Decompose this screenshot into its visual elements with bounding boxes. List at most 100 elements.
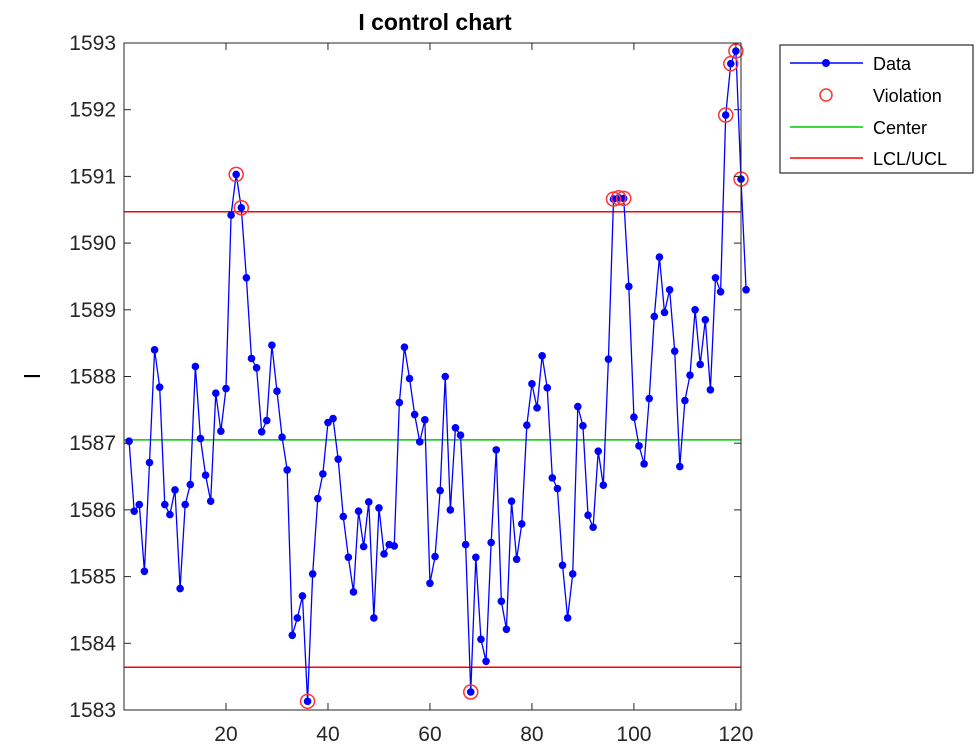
data-point: [533, 404, 541, 412]
data-point: [206, 497, 215, 506]
y-tick-label: 1585: [69, 566, 116, 589]
data-point: [497, 597, 506, 606]
data-point: [359, 542, 368, 551]
plot-area: 1583 1584 1585 1586 1587 1588 1589 1590 1591 1592…: [69, 32, 753, 746]
data-point: [150, 346, 159, 354]
data-point: [584, 511, 592, 520]
data-point: [691, 306, 699, 314]
data-point: [283, 466, 291, 474]
legend: Data Violation Center LCL/UCL: [779, 44, 974, 174]
violation-marker: [615, 190, 632, 207]
data-point: [568, 570, 577, 578]
data-point: [349, 588, 358, 596]
data-point: [370, 614, 378, 622]
data-point: [375, 504, 383, 512]
y-tick-label: 1590: [69, 232, 116, 255]
data-point: [579, 422, 587, 430]
data-point: [380, 550, 388, 558]
data-point: [665, 285, 674, 294]
y-tick-label: 1587: [69, 432, 116, 455]
x-tick-label: 80: [520, 723, 543, 746]
legend-violation-marker: [819, 88, 833, 102]
data-point: [339, 512, 348, 521]
data-point: [242, 273, 251, 282]
data-point: [252, 364, 261, 372]
data-point: [686, 371, 694, 379]
data-point: [421, 416, 429, 424]
data-point: [196, 434, 205, 443]
data-point: [288, 631, 297, 640]
data-point: [543, 384, 552, 392]
data-point: [670, 347, 679, 355]
data-point: [262, 416, 271, 425]
y-tick-label: 1588: [69, 366, 116, 389]
legend-data-marker: [822, 59, 830, 67]
data-point: [701, 316, 710, 324]
data-point: [732, 47, 740, 55]
data-point: [293, 614, 302, 622]
x-tick-label: 120: [718, 723, 753, 746]
data-point: [635, 442, 643, 450]
data-point: [477, 635, 485, 644]
data-point: [400, 343, 409, 351]
x-tick-label: 60: [418, 723, 441, 746]
data-point: [298, 592, 307, 600]
data-point: [364, 498, 373, 506]
data-point: [706, 386, 715, 394]
data-point: [191, 362, 200, 371]
data-point: [655, 253, 664, 261]
data-point: [589, 523, 597, 532]
data-point: [548, 474, 557, 482]
data-point: [354, 507, 363, 516]
data-point: [523, 421, 531, 429]
data-point: [502, 625, 511, 634]
data-point: [451, 424, 460, 432]
data-point: [696, 360, 705, 369]
data-point: [431, 552, 439, 561]
legend-limits-label: LCL/UCL: [873, 149, 947, 169]
data-point: [472, 553, 480, 562]
data-point: [466, 688, 475, 696]
data-point: [308, 570, 317, 578]
data-point: [410, 410, 419, 419]
data-point: [247, 354, 256, 363]
data-point: [405, 374, 414, 383]
legend-box: [779, 44, 974, 174]
data-point: [135, 500, 144, 509]
data-point: [528, 380, 536, 388]
data-point: [558, 561, 567, 570]
data-point: [461, 540, 470, 549]
y-tick-label: 1593: [69, 32, 116, 55]
data-point: [160, 500, 169, 509]
violation-marker: [233, 199, 250, 216]
data-point: [727, 59, 735, 68]
data-point: [273, 387, 281, 395]
violation-marker: [717, 107, 734, 123]
data-point: [660, 308, 669, 317]
data-point: [324, 418, 332, 427]
data-point: [303, 697, 312, 706]
plot-background: [124, 43, 741, 710]
y-tick-label: 1591: [69, 165, 116, 188]
data-point: [553, 484, 562, 493]
data-point: [446, 506, 455, 514]
data-point: [492, 446, 501, 454]
data-point: [645, 394, 654, 403]
data-point: [211, 389, 220, 397]
data-point: [155, 383, 164, 391]
data-point: [625, 282, 633, 291]
data-point: [517, 520, 526, 528]
data-point: [681, 396, 689, 405]
data-point: [415, 438, 424, 446]
data-point: [604, 355, 613, 363]
y-tick-label: 1584: [69, 632, 116, 655]
data-point: [140, 567, 149, 576]
data-point: [574, 402, 582, 411]
data-point: [130, 507, 138, 516]
y-tick-label: 1586: [69, 499, 116, 522]
data-point: [630, 413, 638, 421]
data-point: [650, 312, 659, 321]
data-point: [436, 486, 444, 495]
data-point: [186, 480, 195, 489]
y-tick-label: 1592: [69, 99, 116, 122]
